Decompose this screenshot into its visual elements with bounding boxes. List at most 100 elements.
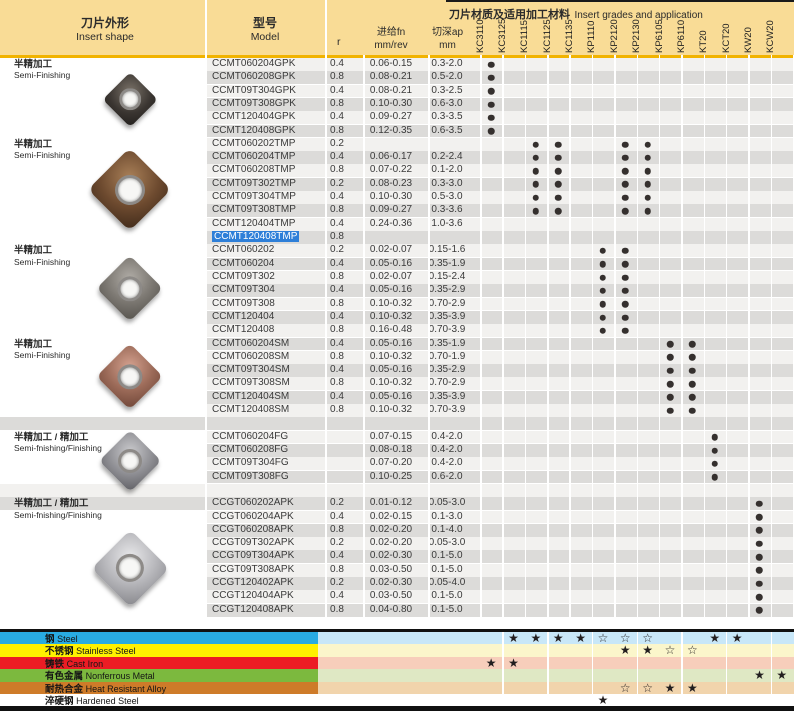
material-color-block <box>0 644 318 657</box>
grade-column-header: KT20 <box>698 30 710 53</box>
table-row[interactable]: CCMT060202TMP 0.2 <box>0 137 794 151</box>
feed-cell: 0.03-0.50 <box>369 563 413 575</box>
grade-dot-kp2120 <box>622 247 629 255</box>
table-row[interactable]: CCGT060208APK 0.8 0.02-0.20 0.1-4.0 <box>0 523 794 537</box>
table-row[interactable]: CCMT120408GPK 0.8 0.12-0.35 0.6-3.5 <box>0 124 794 138</box>
table-row[interactable]: CCGT09T304APK 0.4 0.02-0.30 0.1-5.0 <box>0 550 794 564</box>
table-row[interactable]: CCMT09T304 0.4 0.05-0.16 0.35-2.9 <box>0 284 794 298</box>
band-column-separator <box>502 656 504 670</box>
depth-cell: 0.70-3.9 <box>428 324 466 336</box>
r-cell: 0.4 <box>330 364 344 376</box>
table-row[interactable]: CCMT09T304SM 0.4 0.05-0.16 0.35-2.9 <box>0 364 794 377</box>
table-row[interactable]: CCMT09T304FG 0.07-0.20 0.4-2.0 <box>0 457 794 471</box>
band-column-separator <box>681 669 683 682</box>
table-row[interactable]: CCGT09T308APK 0.8 0.03-0.50 0.1-5.0 <box>0 563 794 577</box>
group-label: 半精加工 Semi-Finishing <box>14 59 70 81</box>
group-label-zh: 半精加工 / 精加工 <box>14 498 89 510</box>
feed-cell: 0.10-0.30 <box>369 97 413 109</box>
table-row[interactable]: CCMT09T308GPK 0.8 0.10-0.30 0.6-3.0 <box>0 97 794 111</box>
table-row[interactable]: CCMT09T302 0.8 0.02-0.07 0.15-2.4 <box>0 270 794 284</box>
grade-dot-kc3110 <box>487 74 495 82</box>
grade-column-header: KC1125 <box>541 19 553 53</box>
table-row[interactable]: CCMT060204FG 0.07-0.15 0.4-2.0 <box>0 430 794 444</box>
group-label-zh: 半精加工 <box>14 338 53 350</box>
r-cell: 0.4 <box>330 590 344 602</box>
row-stripe <box>0 497 794 511</box>
table-row[interactable]: CCMT060208TMP 0.8 0.07-0.22 0.1-2.0 <box>0 164 794 178</box>
table-row[interactable]: CCGT060202APK 0.2 0.01-0.12 0.05-3.0 <box>0 497 794 511</box>
band-column-separator <box>636 632 638 645</box>
table-row[interactable]: CCMT120404SM 0.4 0.05-0.16 0.35-3.9 <box>0 390 794 404</box>
open-star-kp6110: ☆ <box>687 643 698 658</box>
table-row[interactable]: CCMT09T308SM 0.8 0.10-0.32 0.70-2.9 <box>0 377 794 391</box>
grade-dot-kp2120 <box>622 327 629 335</box>
band-column-separator <box>770 632 773 645</box>
insert-photo <box>88 148 172 232</box>
table-row[interactable]: CCGT09T302APK 0.2 0.02-0.20 0.05-3.0 <box>0 537 794 550</box>
table-row[interactable]: CCMT060208FG 0.08-0.18 0.4-2.0 <box>0 443 794 457</box>
table-row[interactable]: CCMT060208GPK 0.8 0.08-0.21 0.5-2.0 <box>0 71 794 85</box>
group-label-en: Semi-fnishing/Finishing <box>14 509 102 520</box>
r-cell: 0.4 <box>330 390 344 402</box>
material-band: 铸铁 Cast Iron ★ ★ <box>0 656 794 670</box>
table-row[interactable]: CCMT09T308FG 0.10-0.25 0.6-2.0 <box>0 470 794 484</box>
depth-cell: 0.15-2.4 <box>428 270 466 282</box>
material-label: 淬硬钢 Hardened Steel <box>45 694 139 708</box>
depth-cell: 0.70-2.9 <box>428 377 466 389</box>
table-row[interactable]: CCMT120404GPK 0.4 0.09-0.27 0.3-3.5 <box>0 111 794 125</box>
r-cell: 0.4 <box>330 111 344 123</box>
grade-dot-kc3110 <box>487 114 495 122</box>
table-row[interactable]: CCMT09T302TMP 0.2 0.08-0.23 0.3-3.0 <box>0 177 794 191</box>
band-column-separator <box>725 632 728 645</box>
filled-star-kp1110: ★ <box>597 693 609 707</box>
material-label: 有色金属 Nonferrous Metal <box>45 669 155 683</box>
grade-dot-kc1115 <box>532 207 540 215</box>
row-stripe <box>205 244 794 258</box>
grade-dot-kp2120 <box>622 274 629 281</box>
model-cell: CCGT120404APK <box>212 590 294 602</box>
feed-cell: 0.06-0.17 <box>369 151 413 163</box>
table-row[interactable]: CCMT120408 0.8 0.16-0.48 0.70-3.9 <box>0 324 794 337</box>
feed-cell: 0.10-0.32 <box>369 310 413 322</box>
table-row[interactable]: CCGT120408APK 0.8 0.04-0.80 0.1-5.0 <box>0 603 794 617</box>
depth-cell: 0.35-1.9 <box>428 257 466 269</box>
col-header-feed: 进给fn mm/rev <box>374 27 408 51</box>
column-separator <box>547 55 549 629</box>
table-row[interactable]: CCGT120402APK 0.2 0.02-0.30 0.05-4.0 <box>0 577 794 590</box>
table-row[interactable]: CCGT060204APK 0.4 0.02-0.15 0.1-3.0 <box>0 510 794 524</box>
model-cell: CCMT060204SM <box>212 337 290 349</box>
band-column-separator <box>636 644 638 657</box>
grade-dot-kc1115 <box>532 141 540 148</box>
table-row[interactable]: CCMT09T304TMP 0.4 0.10-0.30 0.5-3.0 <box>0 191 794 204</box>
band-column-separator <box>681 632 683 645</box>
r-cell: 0.4 <box>330 310 344 322</box>
r-cell: 0.8 <box>330 603 344 615</box>
table-row[interactable]: CCMT060208SM 0.8 0.10-0.32 0.70-1.9 <box>0 350 794 364</box>
model-cell: CCGT09T302APK <box>212 537 295 549</box>
feed-cell: 0.02-0.07 <box>369 270 413 282</box>
feed-cell: 0.08-0.21 <box>369 84 413 96</box>
band-column-separator <box>547 656 549 670</box>
grade-dot-kw20 <box>756 567 763 574</box>
grade-dot-kp2130 <box>644 154 651 162</box>
table-row[interactable]: CCMT120404 0.4 0.10-0.32 0.35-3.9 <box>0 310 794 324</box>
row-stripe <box>205 97 794 111</box>
grade-column-header: KP6105 <box>653 19 665 53</box>
r-cell: 0.8 <box>330 231 344 243</box>
table-row[interactable]: CCMT060204GPK 0.4 0.06-0.15 0.3-2.0 <box>0 58 794 71</box>
r-cell: 0.4 <box>330 284 344 296</box>
model-cell: CCMT120408SM <box>212 404 290 416</box>
table-row[interactable]: CCMT060204TMP 0.4 0.06-0.17 0.2-2.4 <box>0 151 794 164</box>
table-row[interactable]: CCGT120404APK 0.4 0.03-0.50 0.1-5.0 <box>0 590 794 604</box>
table-row[interactable]: CCMT060202 0.2 0.02-0.07 0.15-1.6 <box>0 244 794 258</box>
table-row[interactable]: CCMT060204 0.4 0.05-0.16 0.35-1.9 <box>0 257 794 271</box>
table-row[interactable]: CCMT09T308TMP 0.8 0.09-0.27 0.3-3.6 <box>0 204 794 218</box>
table-row[interactable]: CCMT09T308 0.8 0.10-0.32 0.70-2.9 <box>0 297 794 311</box>
grades-title: 刀片材质及适用加工材料 Insert grades and applicatio… <box>449 5 703 23</box>
table-row[interactable]: CCMT120408SM 0.8 0.10-0.32 0.70-3.9 <box>0 404 794 417</box>
table-row[interactable]: CCMT09T304GPK 0.4 0.08-0.21 0.3-2.5 <box>0 84 794 98</box>
table-row[interactable]: CCMT060204SM 0.4 0.05-0.16 0.35-1.9 <box>0 337 794 351</box>
table-row[interactable]: CCMT120404TMP 0.4 0.24-0.36 1.0-3.6 <box>0 217 794 231</box>
table-row-selected[interactable]: CCMT120408TMP 0.8 <box>0 231 794 244</box>
row-stripe <box>205 550 794 564</box>
